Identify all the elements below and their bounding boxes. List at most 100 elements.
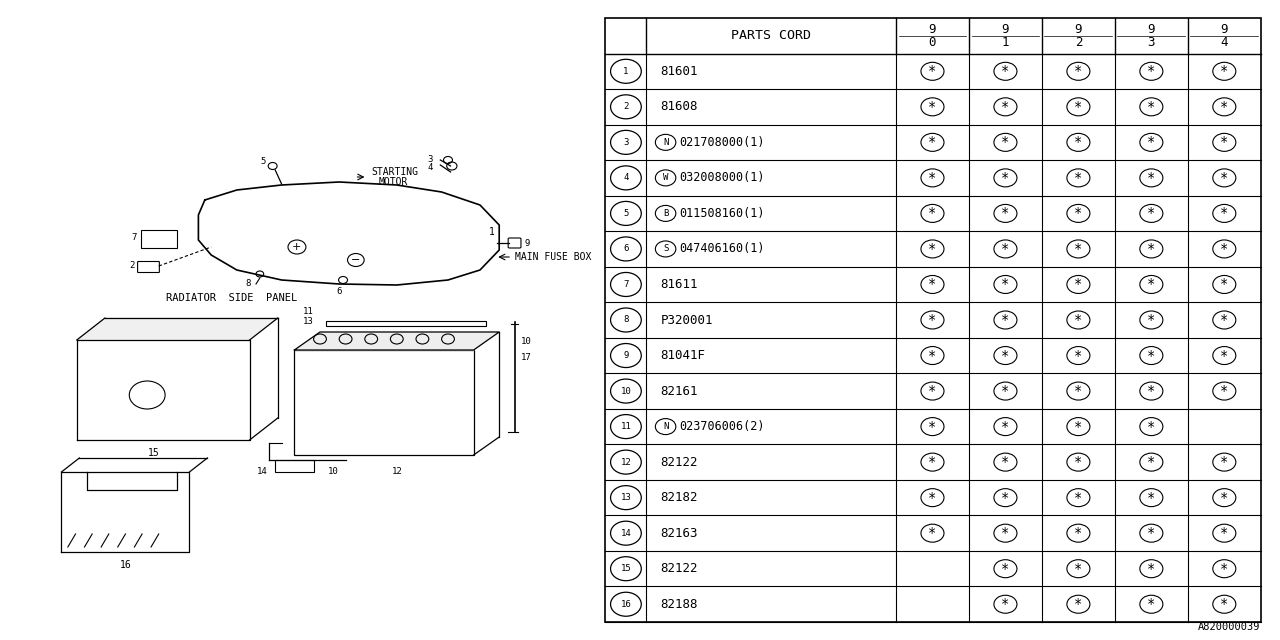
- Text: *: *: [1001, 207, 1010, 220]
- Text: 11: 11: [303, 307, 314, 317]
- Text: 82188: 82188: [660, 598, 698, 611]
- Text: 1: 1: [623, 67, 628, 76]
- Text: *: *: [928, 171, 937, 185]
- Text: *: *: [928, 313, 937, 327]
- Text: *: *: [1001, 526, 1010, 540]
- Bar: [275, 460, 314, 472]
- Text: 0: 0: [929, 36, 936, 49]
- Text: MOTOR: MOTOR: [379, 177, 408, 187]
- Text: B: B: [663, 209, 668, 218]
- Bar: [326, 321, 486, 326]
- Text: *: *: [1147, 171, 1156, 185]
- Text: *: *: [1147, 242, 1156, 256]
- Text: 011508160(1): 011508160(1): [680, 207, 765, 220]
- Text: A820000039: A820000039: [1198, 622, 1261, 632]
- Text: MAIN FUSE BOX: MAIN FUSE BOX: [515, 252, 591, 262]
- Text: 82122: 82122: [660, 456, 698, 468]
- Text: *: *: [1001, 455, 1010, 469]
- Text: *: *: [1074, 349, 1083, 362]
- Text: 023706006(2): 023706006(2): [680, 420, 765, 433]
- Text: *: *: [1220, 207, 1229, 220]
- Text: 032008000(1): 032008000(1): [680, 172, 765, 184]
- Text: 5: 5: [623, 209, 628, 218]
- Text: *: *: [1147, 597, 1156, 611]
- Text: *: *: [1001, 171, 1010, 185]
- Text: 81608: 81608: [660, 100, 698, 113]
- Text: *: *: [1074, 278, 1083, 291]
- Text: 9: 9: [1221, 23, 1228, 36]
- Text: 021708000(1): 021708000(1): [680, 136, 765, 149]
- Text: *: *: [1147, 349, 1156, 362]
- Text: 16: 16: [621, 600, 631, 609]
- Text: 8: 8: [246, 280, 251, 289]
- Text: N: N: [663, 422, 668, 431]
- Text: *: *: [1001, 562, 1010, 576]
- Text: STARTING: STARTING: [371, 167, 419, 177]
- Text: *: *: [1074, 100, 1083, 114]
- Text: −: −: [351, 255, 361, 265]
- Text: *: *: [1147, 420, 1156, 433]
- Text: 1: 1: [1002, 36, 1009, 49]
- Bar: [294, 350, 474, 455]
- Text: 13: 13: [303, 317, 314, 326]
- Text: *: *: [928, 491, 937, 505]
- Text: *: *: [928, 64, 937, 78]
- Text: *: *: [1074, 526, 1083, 540]
- Text: 81601: 81601: [660, 65, 698, 78]
- Text: *: *: [1001, 313, 1010, 327]
- Text: S: S: [663, 244, 668, 253]
- Text: 6: 6: [623, 244, 628, 253]
- Text: *: *: [928, 349, 937, 362]
- Text: N: N: [663, 138, 668, 147]
- Text: *: *: [1074, 455, 1083, 469]
- Text: *: *: [1074, 64, 1083, 78]
- Text: *: *: [1220, 100, 1229, 114]
- Text: *: *: [1147, 100, 1156, 114]
- Text: 3: 3: [1148, 36, 1155, 49]
- Text: *: *: [928, 455, 937, 469]
- Text: *: *: [1220, 384, 1229, 398]
- Text: *: *: [1147, 313, 1156, 327]
- Text: 7: 7: [132, 234, 137, 243]
- Text: 9: 9: [929, 23, 936, 36]
- Text: *: *: [1220, 171, 1229, 185]
- Text: *: *: [1074, 562, 1083, 576]
- Text: 1: 1: [489, 227, 495, 237]
- Text: *: *: [1074, 135, 1083, 149]
- Text: 13: 13: [621, 493, 631, 502]
- Text: *: *: [1220, 491, 1229, 505]
- Polygon shape: [294, 332, 499, 350]
- Text: *: *: [928, 526, 937, 540]
- Text: *: *: [928, 242, 937, 256]
- Text: *: *: [1147, 64, 1156, 78]
- Text: 12: 12: [621, 458, 631, 467]
- Text: 3: 3: [428, 156, 433, 164]
- Text: *: *: [1220, 455, 1229, 469]
- Text: *: *: [1147, 135, 1156, 149]
- Text: *: *: [1074, 207, 1083, 220]
- Text: 2: 2: [623, 102, 628, 111]
- Text: 9: 9: [525, 239, 530, 248]
- Text: *: *: [1074, 242, 1083, 256]
- Text: *: *: [1220, 562, 1229, 576]
- Text: +: +: [292, 242, 302, 252]
- Text: 3: 3: [623, 138, 628, 147]
- Text: 9: 9: [1002, 23, 1009, 36]
- Text: *: *: [928, 278, 937, 291]
- Text: *: *: [1001, 349, 1010, 362]
- Text: *: *: [1074, 420, 1083, 433]
- Text: *: *: [1220, 242, 1229, 256]
- Text: *: *: [1074, 313, 1083, 327]
- Text: *: *: [928, 207, 937, 220]
- Text: *: *: [1220, 313, 1229, 327]
- Text: *: *: [1001, 64, 1010, 78]
- Bar: [141, 230, 177, 248]
- Text: 15: 15: [621, 564, 631, 573]
- Text: *: *: [1001, 242, 1010, 256]
- Text: 2: 2: [129, 262, 134, 271]
- Text: *: *: [1147, 207, 1156, 220]
- Text: *: *: [1220, 526, 1229, 540]
- Text: 9: 9: [1148, 23, 1155, 36]
- Text: *: *: [1001, 384, 1010, 398]
- Text: 047406160(1): 047406160(1): [680, 243, 765, 255]
